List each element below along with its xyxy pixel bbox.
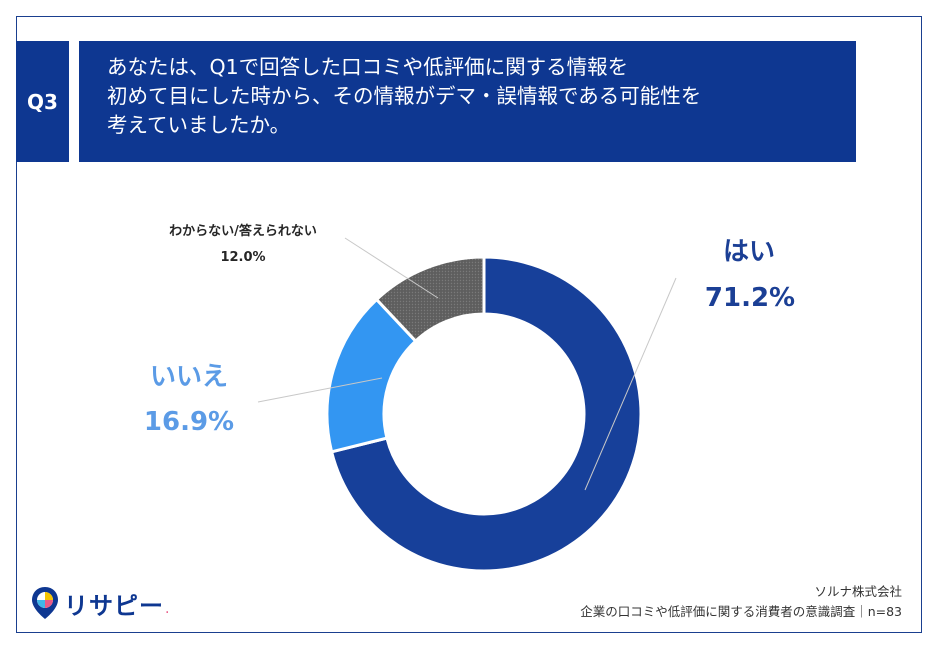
donut-slice-yes bbox=[329, 255, 643, 573]
footer-survey-title: 企業の口コミや低評価に関する消費者の意識調査｜n=83 bbox=[580, 604, 902, 619]
question-text-box: あなたは、Q1で回答した口コミや低評価に関する情報を 初めて目にした時から、その… bbox=[79, 41, 856, 162]
slice-label-unknown: わからない/答えられない bbox=[169, 224, 317, 239]
leader-line-yes bbox=[584, 277, 677, 491]
footer-credit: ソルナ株式会社 企業の口コミや低評価に関する消費者の意識調査｜n=83 bbox=[580, 582, 902, 622]
question-line-2: 初めて目にした時から、その情報がデマ・誤情報である可能性を bbox=[107, 84, 702, 108]
slice-value-no: 16.9% bbox=[143, 407, 235, 437]
donut-slice-unknown bbox=[374, 255, 486, 344]
slice-value-unknown: 12.0% bbox=[220, 250, 266, 265]
outer-frame bbox=[16, 16, 922, 633]
question-line-1: あなたは、Q1で回答した口コミや低評価に関する情報を bbox=[107, 55, 629, 79]
donut-slices bbox=[325, 255, 643, 573]
question-number: Q3 bbox=[27, 89, 58, 114]
map-pin-logo-icon bbox=[32, 587, 58, 619]
logo-text: リサピー bbox=[64, 591, 164, 620]
slice-value-yes: 71.2% bbox=[704, 283, 796, 313]
slice-label-no: いいえ bbox=[149, 362, 228, 392]
question-number-badge: Q3 bbox=[16, 41, 69, 162]
leader-line-no bbox=[257, 377, 383, 403]
logo-dot: . bbox=[165, 601, 170, 617]
leader-lines bbox=[257, 237, 677, 491]
leader-line-unknown bbox=[344, 237, 439, 299]
risapi-logo: リサピー . bbox=[30, 585, 169, 621]
question-line-3: 考えていましたか。 bbox=[107, 113, 291, 137]
footer-company: ソルナ株式会社 bbox=[814, 584, 902, 599]
slice-label-yes: はい bbox=[722, 237, 775, 267]
